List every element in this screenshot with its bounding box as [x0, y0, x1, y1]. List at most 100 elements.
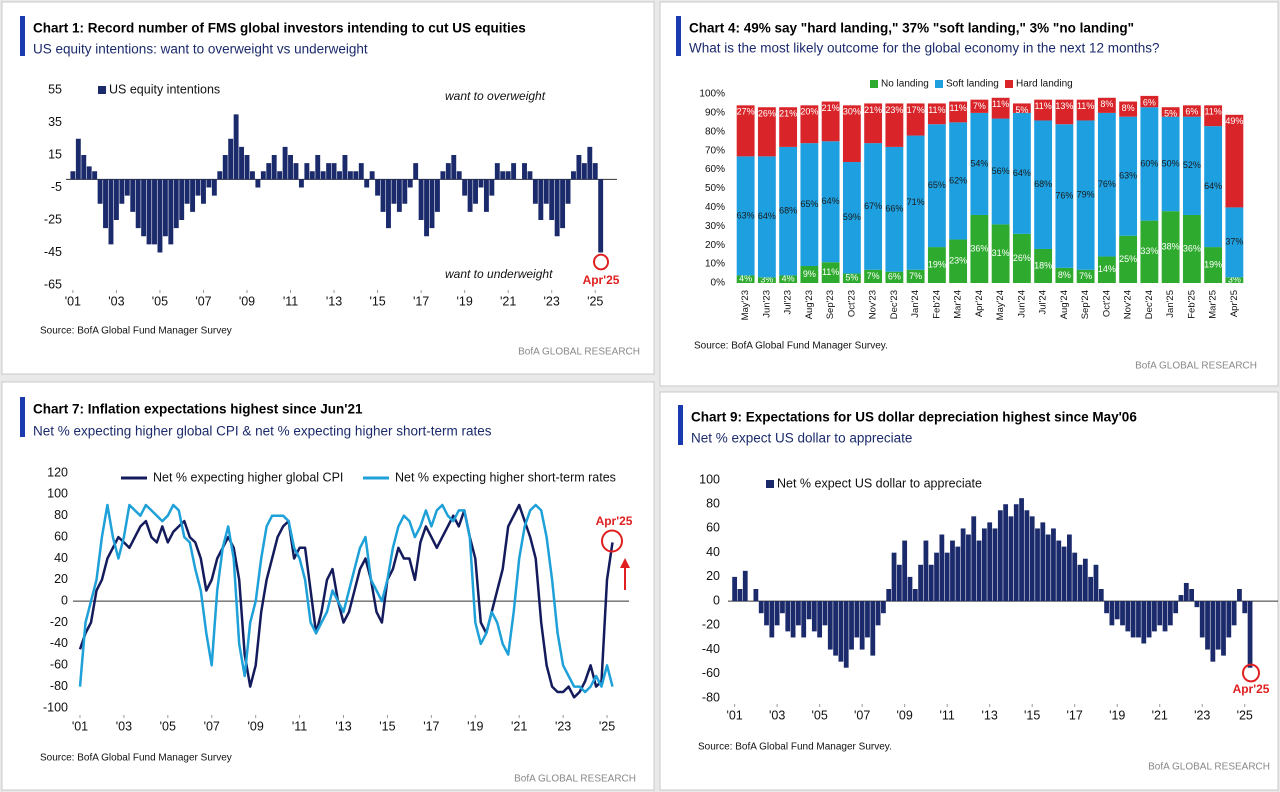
bar: [86, 166, 92, 180]
bar-segment: [927, 103, 946, 125]
bar-segment: [1119, 235, 1138, 283]
value-label: 7%: [973, 101, 986, 111]
bar-segment: [800, 143, 819, 266]
bar: [785, 601, 791, 632]
x-tick-label: '13: [982, 708, 998, 722]
chart-subtitle: What is the most likely outcome for the …: [689, 41, 1160, 56]
bar-segment: [800, 105, 819, 144]
bar: [1178, 595, 1184, 602]
bar-segment: [906, 135, 925, 270]
bar: [801, 601, 807, 638]
x-tick-label: '25: [599, 719, 615, 733]
bar-segment: [991, 97, 1010, 119]
bar: [1152, 601, 1157, 632]
bar: [780, 601, 785, 614]
bar-segment: [1204, 247, 1223, 283]
bar: [396, 179, 402, 212]
legend-label: Hard landing: [1016, 79, 1073, 90]
value-label: 5%: [1015, 105, 1028, 115]
bar: [732, 576, 738, 602]
bar: [737, 589, 743, 602]
annotation: Apr'25: [583, 273, 620, 287]
x-tick-label: Jan'25: [1165, 290, 1176, 318]
bar: [380, 179, 386, 212]
bar-segment: [1055, 124, 1074, 268]
bar: [971, 516, 977, 602]
x-tick-label: '01: [726, 708, 742, 722]
bar: [1146, 601, 1152, 638]
y-tick-label: 10%: [705, 259, 725, 270]
bar-segment: [970, 112, 989, 215]
bar-segment: [1119, 116, 1138, 236]
y-tick-label: -80: [50, 679, 68, 693]
legend-swatch: [870, 80, 878, 88]
x-tick-label: '07: [204, 719, 220, 733]
y-tick-label: 0%: [711, 278, 726, 289]
bar: [298, 179, 304, 188]
x-tick-label: Feb'24: [931, 290, 942, 319]
value-label: 64%: [822, 196, 840, 206]
bar: [135, 179, 141, 229]
x-tick-label: '05: [160, 719, 176, 733]
legend-label: Soft landing: [946, 79, 999, 90]
bar: [1051, 528, 1056, 602]
value-label: 3%: [760, 275, 773, 285]
bar: [152, 179, 157, 245]
bar: [1120, 601, 1125, 626]
x-tick-label: '25: [587, 294, 603, 308]
legend-label: Net % expecting higher short-term rates: [395, 470, 616, 484]
bar: [1098, 589, 1104, 602]
bar-segment: [1161, 107, 1180, 117]
value-label: 7%: [1079, 271, 1092, 281]
value-label: 31%: [992, 248, 1010, 258]
bar: [1215, 601, 1221, 650]
value-label: 7%: [909, 271, 922, 281]
bar: [445, 163, 451, 180]
bar: [146, 179, 152, 245]
x-tick-label: '19: [1109, 708, 1125, 722]
x-tick-label: '13: [326, 294, 342, 308]
bar-segment: [1225, 277, 1244, 283]
y-tick-label: 60: [706, 521, 720, 535]
y-tick-label: 55: [48, 82, 62, 96]
bar: [130, 179, 136, 212]
bar: [560, 179, 566, 229]
bar: [418, 179, 424, 220]
bar-segment: [864, 143, 883, 270]
bar: [190, 179, 196, 212]
x-tick-label: '05: [811, 708, 827, 722]
bar: [494, 163, 500, 180]
bar: [543, 179, 549, 204]
bar: [939, 534, 945, 602]
y-tick-label: 20: [54, 572, 68, 586]
chart-subtitle: US equity intentions: want to overweight…: [33, 42, 368, 57]
bar: [1072, 552, 1078, 602]
bar: [833, 601, 838, 656]
value-label: 19%: [928, 259, 946, 269]
bar-segment: [1182, 116, 1201, 215]
bar: [347, 171, 353, 180]
bar: [141, 179, 147, 237]
x-tick-label: Oct'23: [846, 290, 857, 317]
x-tick-label: Dec'24: [1144, 290, 1155, 319]
y-tick-label: -5: [51, 180, 62, 194]
y-tick-label: 0: [61, 593, 68, 607]
bar: [886, 589, 892, 602]
y-tick-label: -40: [702, 642, 720, 656]
bar: [211, 179, 217, 196]
bar: [413, 163, 419, 180]
bar: [587, 146, 593, 180]
bar: [1008, 516, 1014, 602]
value-label: 64%: [1204, 181, 1222, 191]
bar-segment: [1140, 220, 1159, 283]
chart-subtitle: Net % expect US dollar to appreciate: [691, 431, 912, 446]
value-label: 13%: [1055, 101, 1073, 111]
panel: [1, 381, 655, 791]
value-label: 56%: [992, 166, 1010, 176]
bar: [255, 179, 261, 188]
y-tick-label: -20: [50, 615, 68, 629]
bar: [429, 179, 435, 229]
legend-swatch: [1005, 80, 1013, 88]
bar: [162, 179, 168, 237]
value-label: 11%: [822, 267, 839, 277]
